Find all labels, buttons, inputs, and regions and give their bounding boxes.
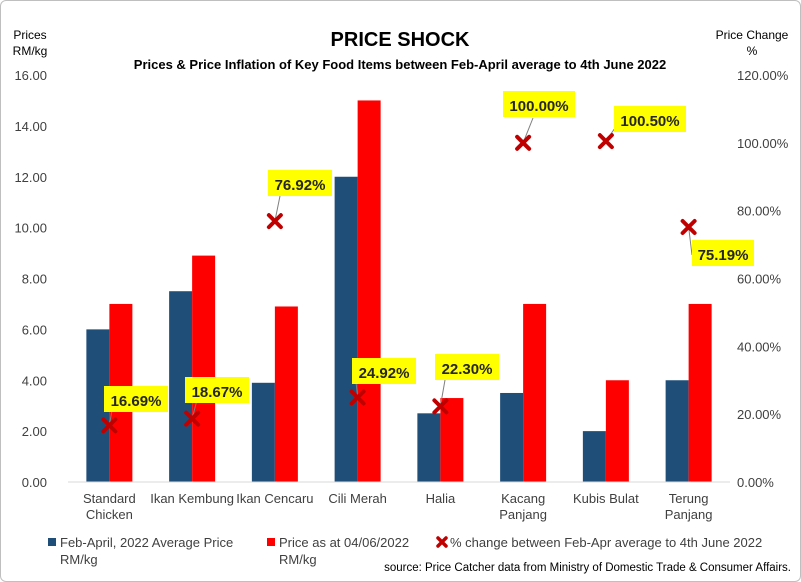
category-label: Cili Merah xyxy=(328,491,387,506)
legend-swatch-0 xyxy=(48,538,56,546)
bar-feb-april-0 xyxy=(86,329,110,482)
data-label: 22.30% xyxy=(442,361,493,378)
left-axis-title: RM/kg xyxy=(13,44,48,58)
right-tick-label: 80.00% xyxy=(737,204,782,219)
data-label: 18.67% xyxy=(192,384,243,401)
data-label-box xyxy=(692,240,754,266)
left-axis-title: Prices xyxy=(13,28,46,42)
category-label: Kubis Bulat xyxy=(573,491,639,506)
data-label: 24.92% xyxy=(359,365,410,382)
category-label: Panjang xyxy=(665,507,713,522)
category-label: Kacang xyxy=(501,491,545,506)
right-axis-title: % xyxy=(747,44,758,58)
bar-feb-april-3 xyxy=(334,176,358,482)
data-label: 100.50% xyxy=(620,113,679,130)
bar-feb-april-6 xyxy=(582,431,606,482)
bar-june-4 xyxy=(440,398,464,482)
bar-june-6 xyxy=(605,380,629,482)
data-label-box xyxy=(435,354,499,380)
legend-label: % change between Feb-Apr average to 4th … xyxy=(450,535,762,550)
category-label: Halia xyxy=(426,491,456,506)
pct-change-marker-6 xyxy=(597,133,614,150)
left-tick-label: 4.00 xyxy=(22,373,47,388)
data-label-box xyxy=(503,91,575,117)
right-tick-label: 60.00% xyxy=(737,272,782,287)
legend-label: RM/kg xyxy=(60,552,98,567)
left-tick-label: 2.00 xyxy=(22,424,47,439)
right-axis-title: Price Change xyxy=(716,28,789,42)
source-note: source: Price Catcher data from Ministry… xyxy=(384,562,791,574)
pct-change-marker-2 xyxy=(266,213,283,230)
data-label: 16.69% xyxy=(111,393,162,410)
data-label: 76.92% xyxy=(275,177,326,194)
data-label: 100.00% xyxy=(509,98,568,115)
category-label: Ikan Cencaru xyxy=(236,491,313,506)
category-label: Ikan Kembung xyxy=(150,491,234,506)
pct-change-marker-0 xyxy=(101,417,118,434)
data-label-box xyxy=(614,106,686,132)
left-tick-label: 10.00 xyxy=(14,221,47,236)
data-label-box xyxy=(268,170,332,196)
data-label-leader xyxy=(688,226,693,256)
data-label-box xyxy=(352,358,416,384)
left-tick-label: 6.00 xyxy=(22,322,47,337)
right-tick-label: 40.00% xyxy=(737,339,782,354)
right-tick-label: 120.00% xyxy=(737,68,789,83)
bar-feb-april-5 xyxy=(500,392,524,482)
bar-june-3 xyxy=(357,100,381,482)
left-tick-label: 14.00 xyxy=(14,119,47,134)
bar-feb-april-4 xyxy=(417,413,441,482)
pct-change-marker-7 xyxy=(680,218,697,235)
data-label-leader xyxy=(439,379,446,407)
category-label: Panjang xyxy=(499,507,547,522)
chart-subtitle: Prices & Price Inflation of Key Food Ite… xyxy=(134,57,666,72)
bar-june-5 xyxy=(523,303,547,482)
legend-swatch-2 xyxy=(436,536,448,548)
pct-change-marker-5 xyxy=(515,134,532,151)
chart-title: PRICE SHOCK xyxy=(331,29,470,51)
data-label-box xyxy=(104,386,168,412)
bar-june-2 xyxy=(274,306,298,482)
bar-feb-april-1 xyxy=(169,291,193,482)
pct-change-marker-3 xyxy=(349,389,366,406)
legend-label: Price as at 04/06/2022 xyxy=(279,535,409,550)
left-tick-label: 12.00 xyxy=(14,170,47,185)
bar-june-7 xyxy=(688,303,712,482)
category-label: Chicken xyxy=(86,507,133,522)
right-tick-label: 0.00% xyxy=(737,475,774,490)
legend-label: Feb-April, 2022 Average Price xyxy=(60,535,233,550)
pct-change-marker-4 xyxy=(432,398,449,415)
legend-label: RM/kg xyxy=(279,552,317,567)
bar-june-1 xyxy=(192,255,216,482)
legend-swatch-1 xyxy=(267,538,275,546)
data-label: 75.19% xyxy=(698,247,749,264)
category-label: Standard xyxy=(83,491,136,506)
bar-feb-april-2 xyxy=(251,382,275,482)
pct-change-marker-1 xyxy=(184,410,201,427)
right-tick-label: 20.00% xyxy=(737,407,782,422)
left-tick-label: 0.00 xyxy=(22,475,47,490)
bar-feb-april-7 xyxy=(665,380,689,482)
left-tick-label: 8.00 xyxy=(22,272,47,287)
right-tick-label: 100.00% xyxy=(737,136,789,151)
data-label-box xyxy=(185,377,249,403)
left-tick-label: 16.00 xyxy=(14,68,47,83)
data-label-leader xyxy=(274,195,281,222)
category-label: Terung xyxy=(669,491,709,506)
